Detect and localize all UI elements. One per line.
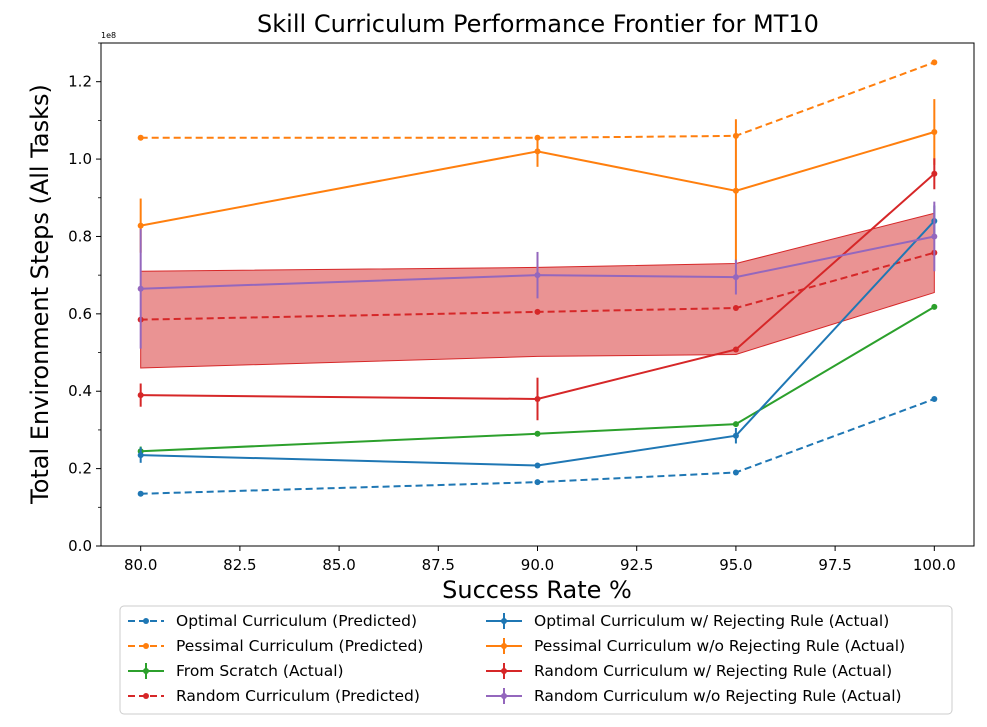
legend-label: Random Curriculum (Predicted) <box>176 687 420 705</box>
x-tick-label: 90.0 <box>521 556 554 574</box>
series-line <box>140 235 935 290</box>
y-tick-label: 1.2 <box>68 73 92 91</box>
legend-marker <box>143 693 149 699</box>
series-line <box>140 306 935 453</box>
data-point <box>534 395 541 402</box>
data-point <box>534 148 541 155</box>
data-point <box>534 308 541 315</box>
series-layer <box>137 59 938 497</box>
data-point <box>137 222 144 229</box>
data-point <box>732 421 739 428</box>
y-tick-label: 0.0 <box>68 537 92 555</box>
data-point <box>137 392 144 399</box>
legend-marker <box>143 643 149 649</box>
x-tick-label: 92.5 <box>620 556 653 574</box>
data-point <box>931 59 938 66</box>
data-point <box>931 128 938 135</box>
x-tick-label: 82.5 <box>223 556 256 574</box>
legend-entry-2: From Scratch (Actual) <box>128 662 344 680</box>
data-point <box>534 462 541 469</box>
data-point <box>534 430 541 437</box>
x-tick-label: 100.0 <box>913 556 956 574</box>
data-point <box>137 452 144 459</box>
data-point <box>931 395 938 402</box>
series-line <box>140 173 935 400</box>
legend-entry-1: Pessimal Curriculum (Predicted) <box>128 637 423 655</box>
series-line <box>140 398 935 495</box>
x-tick-label: 87.5 <box>422 556 455 574</box>
x-tick-label: 80.0 <box>124 556 157 574</box>
data-point <box>931 233 938 240</box>
x-axis-ticks: 80.0 82.5 85.0 87.5 90.0 92.5 95.0 97.5 100.0 <box>124 546 956 574</box>
data-point <box>732 432 739 439</box>
legend-box <box>119 605 953 715</box>
x-tick-label: 85.0 <box>322 556 355 574</box>
legend-label: Optimal Curriculum w/ Rejecting Rule (Ac… <box>534 612 889 630</box>
legend-label: Optimal Curriculum (Predicted) <box>176 612 417 630</box>
series-line <box>140 220 936 467</box>
data-point <box>732 469 739 476</box>
data-point <box>732 305 739 312</box>
legend-label: From Scratch (Actual) <box>176 662 344 680</box>
y-axis-exponent: 1e8 <box>101 31 116 40</box>
series-line <box>140 131 935 227</box>
chart-title: Skill Curriculum Performance Frontier fo… <box>257 10 819 38</box>
y-tick-label: 0.4 <box>68 382 92 400</box>
legend-entry-6: Random Curriculum w/ Rejecting Rule (Act… <box>486 662 892 680</box>
y-axis-ticks: 0.0 0.2 0.4 0.6 0.8 1.0 1.2 <box>68 42 101 555</box>
series-line <box>140 251 935 321</box>
legend-label: Random Curriculum w/ Rejecting Rule (Act… <box>534 662 892 680</box>
legend-label: Random Curriculum w/o Rejecting Rule (Ac… <box>534 687 902 705</box>
data-point <box>732 274 739 281</box>
series-0 <box>137 395 938 497</box>
legend: Optimal Curriculum (Predicted) Pessimal C… <box>128 612 905 705</box>
series-line <box>140 61 935 139</box>
data-point <box>931 303 938 310</box>
series-6 <box>137 158 938 421</box>
legend-label: Pessimal Curriculum (Predicted) <box>176 637 423 655</box>
legend-entry-4: Optimal Curriculum w/ Rejecting Rule (Ac… <box>486 612 889 630</box>
data-point <box>137 134 144 141</box>
y-axis-label: Total Environment Steps (All Tasks) <box>26 84 54 505</box>
legend-entry-5: Pessimal Curriculum w/o Rejecting Rule (… <box>486 637 905 655</box>
data-point <box>732 346 739 353</box>
y-tick-label: 1.0 <box>68 150 92 168</box>
y-tick-label: 0.6 <box>68 305 92 323</box>
x-tick-label: 95.0 <box>719 556 752 574</box>
series-5 <box>137 99 938 263</box>
data-point <box>534 479 541 486</box>
data-point <box>931 170 938 177</box>
legend-entry-3: Random Curriculum (Predicted) <box>128 687 420 705</box>
legend-marker <box>143 618 149 624</box>
series-7 <box>137 201 938 349</box>
legend-label: Pessimal Curriculum w/o Rejecting Rule (… <box>534 637 905 655</box>
data-point <box>137 285 144 292</box>
y-tick-label: 0.2 <box>68 460 92 478</box>
x-tick-label: 97.5 <box>818 556 851 574</box>
legend-entry-0: Optimal Curriculum (Predicted) <box>128 612 417 630</box>
y-tick-label: 0.8 <box>68 227 92 245</box>
data-point <box>534 272 541 279</box>
x-axis-label: Success Rate % <box>442 576 632 604</box>
data-point <box>137 490 144 497</box>
legend-entry-7: Random Curriculum w/o Rejecting Rule (Ac… <box>486 687 902 705</box>
data-point <box>732 187 739 194</box>
series-1 <box>137 59 938 141</box>
